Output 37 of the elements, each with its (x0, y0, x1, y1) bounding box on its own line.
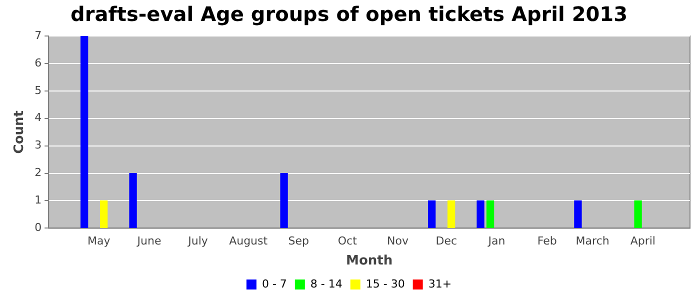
y-tick-label: 4 (34, 111, 42, 124)
x-tick-label: April (630, 234, 656, 248)
y-tick-label: 1 (34, 194, 42, 207)
bar (476, 200, 484, 228)
y-tick-label: 2 (34, 166, 42, 180)
x-tick-label: June (136, 234, 162, 248)
x-tick-label: Oct (338, 234, 358, 248)
y-tick-label: 5 (34, 84, 42, 97)
chart-title: drafts-eval Age groups of open tickets April 2013 (70, 2, 628, 26)
x-tick-label: May (88, 234, 111, 248)
bar (486, 200, 494, 228)
x-tick-label: Jan (487, 234, 506, 248)
bar (100, 200, 108, 228)
x-tick-label: Sep (288, 234, 310, 248)
y-tick-label: 6 (34, 56, 42, 70)
legend-label: 15 - 30 (366, 277, 405, 290)
x-tick-label: March (576, 234, 610, 248)
y-tick-label: 3 (34, 138, 42, 152)
bar (447, 200, 456, 228)
legend-label: 0 - 7 (262, 277, 287, 290)
y-tick-label: 7 (34, 28, 42, 42)
x-tick-label: Feb (537, 234, 557, 248)
y-tick-label: 0 (34, 221, 42, 234)
x-tick-label: Dec (436, 234, 458, 248)
bar (428, 200, 436, 228)
bar (280, 172, 288, 228)
legend-label: 31+ (428, 277, 452, 290)
bar (574, 200, 582, 228)
x-axis-title: Month (346, 254, 393, 269)
bar (80, 36, 88, 228)
y-axis-title: Count (12, 110, 28, 154)
x-tick-label: Nov (386, 234, 409, 248)
x-tick-label: August (229, 234, 268, 248)
x-tick-label: July (187, 234, 208, 248)
legend-label: 8 - 14 (310, 277, 342, 290)
bar (634, 200, 642, 228)
bar (129, 172, 137, 228)
